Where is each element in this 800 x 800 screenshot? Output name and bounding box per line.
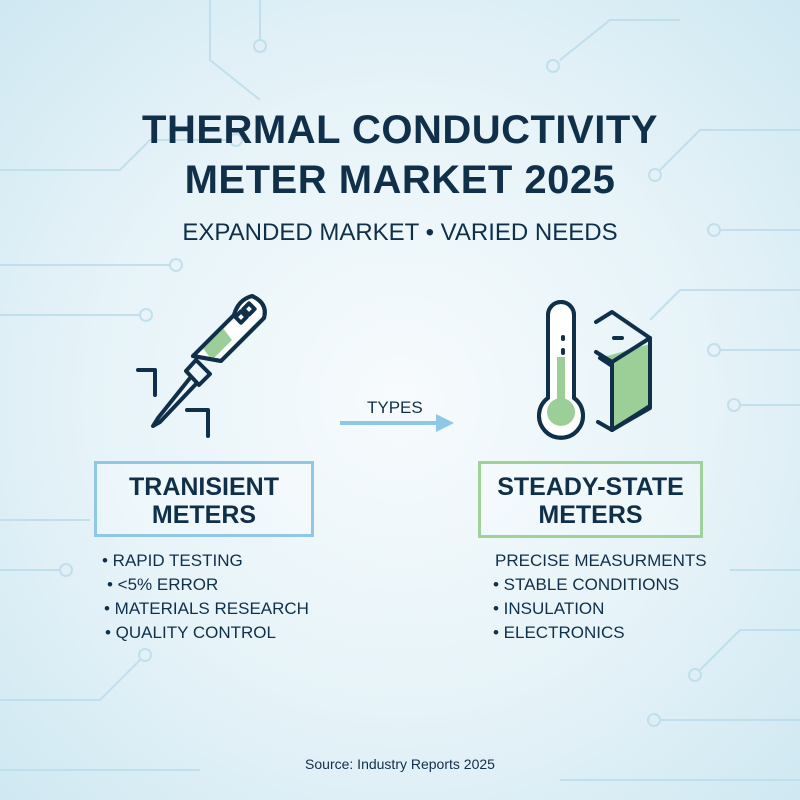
steady-state-feature-list: PRECISE MEASURMENTS • STABLE CONDITIONS … xyxy=(493,549,707,645)
title-line-2: METER MARKET 2025 xyxy=(184,158,616,202)
transient-feature-list: • RAPID TESTING • <5% ERROR • MATERIALS … xyxy=(102,549,309,645)
transient-heading-line-2: METERS xyxy=(151,501,257,529)
list-item: • STABLE CONDITIONS xyxy=(493,575,680,594)
probe-icon xyxy=(136,294,267,438)
steady-state-meters-box: STEADY-STATE METERS xyxy=(478,461,703,538)
steady-heading-line-2: METERS xyxy=(538,501,643,529)
subtitle: EXPANDED MARKET • VARIED NEEDS xyxy=(182,219,618,246)
list-item: • MATERIALS RESEARCH xyxy=(104,599,309,618)
list-item: PRECISE MEASURMENTS xyxy=(495,551,707,570)
list-item: • QUALITY CONTROL xyxy=(105,623,276,642)
arrow-right-icon xyxy=(340,414,454,432)
transient-meters-box: TRANISIENT METERS xyxy=(94,461,314,537)
transient-heading-line-1: TRANISIENT xyxy=(129,473,279,501)
list-item: • RAPID TESTING xyxy=(102,551,243,570)
title-line-1: THERMAL CONDUCTIVITY xyxy=(142,108,658,152)
thermometer-block-icon xyxy=(537,300,652,440)
source-note: Source: Industry Reports 2025 xyxy=(305,756,495,772)
steady-heading-line-1: STEADY-STATE xyxy=(497,473,684,501)
list-item: • <5% ERROR xyxy=(107,575,219,594)
list-item: • ELECTRONICS xyxy=(493,623,625,642)
list-item: • INSULATION xyxy=(493,599,605,618)
types-label: TYPES xyxy=(367,398,423,417)
